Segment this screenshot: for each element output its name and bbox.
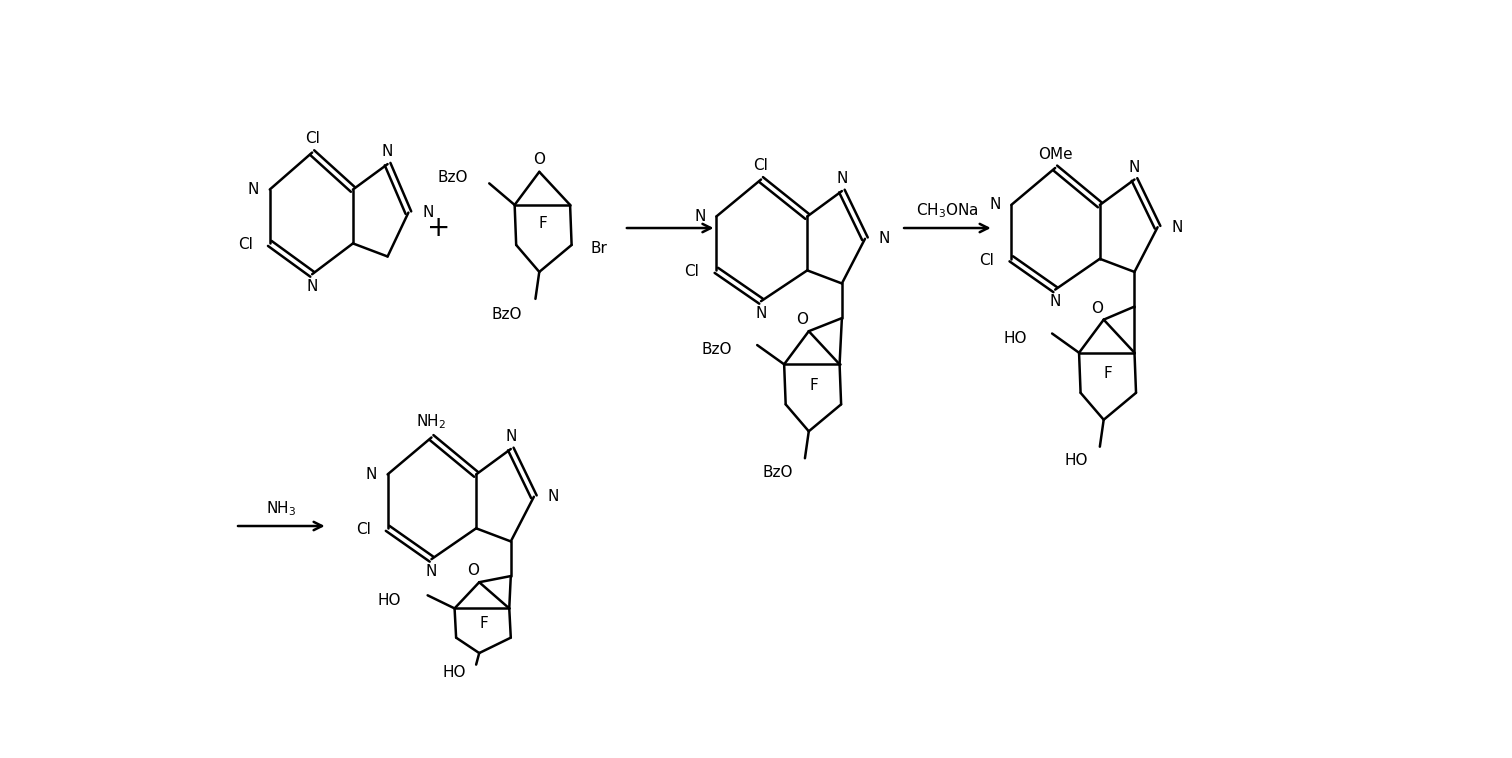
Text: F: F: [479, 615, 488, 631]
Text: N: N: [989, 197, 1001, 212]
Text: Cl: Cl: [305, 131, 319, 146]
Text: BzO: BzO: [491, 307, 522, 321]
Text: BzO: BzO: [764, 465, 794, 480]
Text: Cl: Cl: [753, 158, 768, 173]
Text: O: O: [467, 563, 479, 578]
Text: +: +: [428, 214, 451, 242]
Text: N: N: [878, 231, 891, 246]
Text: F: F: [1104, 366, 1113, 381]
Text: Cl: Cl: [685, 265, 700, 280]
Text: O: O: [1092, 301, 1104, 315]
Text: N: N: [756, 306, 767, 321]
Text: Cl: Cl: [980, 253, 995, 268]
Text: Cl: Cl: [355, 522, 370, 537]
Text: N: N: [383, 144, 393, 159]
Text: F: F: [538, 216, 547, 231]
Text: N: N: [426, 564, 437, 579]
Text: HO: HO: [376, 594, 401, 608]
Text: N: N: [248, 182, 259, 197]
Text: N: N: [1049, 294, 1061, 309]
Text: BzO: BzO: [702, 342, 732, 357]
Text: O: O: [797, 312, 809, 327]
Text: HO: HO: [443, 665, 466, 680]
Text: CH$_3$ONa: CH$_3$ONa: [916, 201, 978, 220]
Text: NH$_2$: NH$_2$: [416, 412, 446, 431]
Text: N: N: [307, 279, 318, 294]
Text: N: N: [694, 209, 706, 224]
Text: N: N: [547, 489, 559, 504]
Text: BzO: BzO: [438, 170, 469, 185]
Text: Br: Br: [591, 241, 608, 256]
Text: N: N: [1129, 160, 1140, 174]
Text: N: N: [1172, 220, 1182, 235]
Text: HO: HO: [1064, 453, 1089, 468]
Text: HO: HO: [1002, 331, 1027, 346]
Text: OMe: OMe: [1037, 146, 1072, 161]
Text: Cl: Cl: [237, 237, 253, 252]
Text: O: O: [534, 152, 546, 167]
Text: N: N: [366, 467, 376, 482]
Text: N: N: [422, 205, 434, 220]
Text: N: N: [836, 171, 848, 186]
Text: N: N: [505, 429, 517, 444]
Text: NH$_3$: NH$_3$: [266, 499, 296, 518]
Text: F: F: [809, 377, 818, 393]
